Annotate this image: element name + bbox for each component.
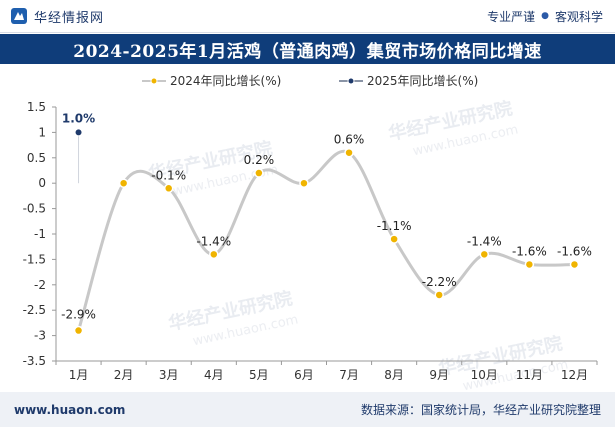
y-tick-label: -0.5 — [23, 202, 46, 216]
series-2025-data-label: 1.0% — [62, 111, 95, 125]
x-tick-label: 10月 — [471, 368, 498, 382]
chart-title-bar: 2024-2025年1月活鸡（普通肉鸡）集贸市场价格同比增速 — [0, 34, 615, 64]
series-2024-point — [163, 183, 174, 194]
top-bar: 华经情报网 专业严谨 ● 客观科学 — [0, 0, 615, 33]
x-tick-label: 12月 — [561, 368, 588, 382]
y-tick-label: -3.5 — [23, 354, 46, 368]
y-tick-label: -2 — [34, 278, 46, 292]
series-2024-point — [389, 234, 399, 244]
y-tick-label: -1.5 — [23, 252, 46, 266]
x-tick-label: 4月 — [204, 368, 224, 382]
legend-label: 2024年同比增长(%) — [170, 74, 281, 88]
brand-name: 华经情报网 — [34, 10, 105, 26]
x-tick-label: 6月 — [294, 368, 314, 382]
footer-url: www.huaon.com — [14, 402, 126, 417]
series-2024-point — [434, 290, 444, 300]
tagline-left: 专业严谨 — [487, 9, 536, 24]
series-2024-data-label: -0.1% — [151, 168, 186, 182]
line-chart: 华经产业研究院www.huaon.com华经产业研究院www.huaon.com… — [23, 74, 598, 392]
legend-label: 2025年同比增长(%) — [367, 74, 478, 88]
x-tick-label: 8月 — [384, 368, 404, 382]
brand-logo-icon — [11, 8, 27, 24]
series-2024-point — [209, 249, 219, 260]
footer: www.huaon.com 数据来源：国家统计局，华经产业研究院整理 — [0, 392, 615, 427]
series-2024-point — [118, 178, 129, 188]
footer-source: 数据来源：国家统计局，华经产业研究院整理 — [360, 403, 601, 417]
x-tick-label: 7月 — [339, 368, 359, 382]
series-2024-point — [344, 147, 354, 158]
x-tick-label: 1月 — [69, 368, 89, 382]
y-tick-label: -1 — [34, 227, 46, 241]
tagline-separator: ● — [541, 11, 549, 21]
series-2025-point — [74, 128, 83, 137]
series-2024-data-label: -1.6% — [557, 244, 592, 258]
series-2024-data-label: -1.1% — [377, 219, 412, 233]
series-2024-point — [524, 259, 535, 270]
y-tick-label: -2.5 — [23, 303, 46, 317]
series-2024-point — [73, 325, 84, 336]
series-2024-data-label: 0.6% — [334, 133, 365, 147]
series-2024-data-label: -1.4% — [196, 234, 231, 248]
chart-title: 2024-2025年1月活鸡（普通肉鸡）集贸市场价格同比增速 — [73, 41, 542, 62]
brand: 华经情报网 — [10, 7, 104, 26]
y-tick-label: 0 — [38, 176, 46, 190]
x-tick-label: 3月 — [159, 368, 179, 382]
series-2024-data-label: 0.2% — [244, 153, 275, 167]
y-tick-label: 0.5 — [27, 151, 46, 165]
series-2024-data-label: -1.6% — [512, 244, 547, 258]
series-2024-point — [299, 178, 309, 188]
y-tick-label: 1 — [38, 125, 46, 139]
series-2024-point — [479, 249, 490, 260]
series-2024-data-label: -2.2% — [422, 275, 457, 289]
x-tick-label: 11月 — [516, 368, 543, 382]
series-2024-point — [569, 259, 580, 270]
series-2024-data-label: -1.4% — [467, 234, 502, 248]
y-tick-label: 1.5 — [27, 100, 46, 114]
series-2024-data-label: -2.9% — [61, 308, 96, 322]
x-tick-label: 5月 — [249, 368, 269, 382]
y-tick-label: -3 — [34, 329, 46, 343]
tagline: 专业严谨 ● 客观科学 — [487, 8, 603, 25]
tagline-right: 客观科学 — [554, 9, 603, 24]
x-tick-label: 9月 — [429, 368, 449, 382]
legend-marker — [150, 77, 158, 85]
x-tick-label: 2月 — [114, 368, 134, 382]
series-2024-point — [254, 168, 264, 178]
legend-marker — [347, 77, 355, 85]
